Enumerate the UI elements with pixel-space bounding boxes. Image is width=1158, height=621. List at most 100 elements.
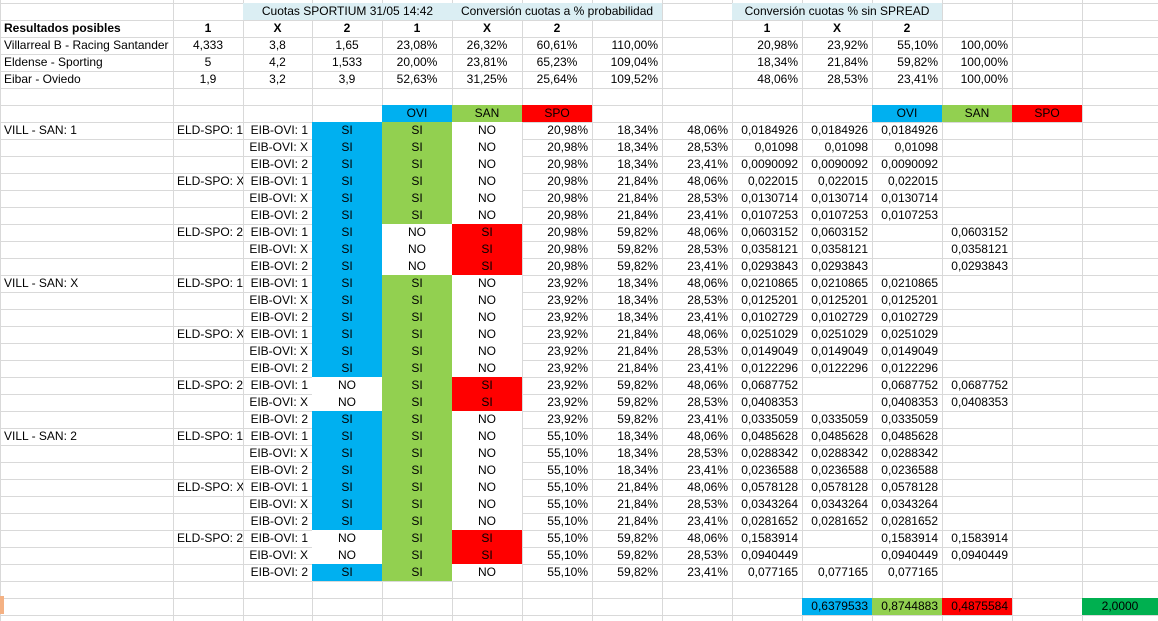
value-san[interactable]: 0,0288342 [881, 446, 938, 460]
odds-1[interactable]: 4,333 [192, 38, 224, 52]
value-ovi[interactable]: 0,0578128 [811, 480, 868, 494]
spread-sum[interactable]: 100,00% [960, 55, 1008, 69]
prob-eld-spo[interactable]: 18,34% [617, 446, 658, 460]
prob-eib-ovi[interactable]: 28,53% [687, 548, 728, 562]
flag-ovi[interactable]: SI [312, 156, 382, 173]
prob-eld-spo[interactable]: 21,84% [617, 497, 658, 511]
prob-eld-spo[interactable]: 21,84% [617, 174, 658, 188]
result-eld-spo[interactable]: ELD-SPO: 2 [177, 378, 243, 392]
prob-eld-spo[interactable]: 21,84% [617, 480, 658, 494]
flag-ovi[interactable]: SI [312, 360, 382, 377]
value-spo[interactable] [942, 360, 1012, 377]
prob-eld-spo[interactable]: 21,84% [617, 361, 658, 375]
value-ovi[interactable]: 0,0125201 [811, 293, 868, 307]
flag-spo[interactable]: NO [452, 275, 522, 292]
prob-eib-ovi[interactable]: 23,41% [687, 514, 728, 528]
flag-san[interactable]: SI [382, 530, 452, 547]
result-vill-san[interactable] [0, 547, 173, 564]
prob-vill-san[interactable]: 23,92% [547, 361, 588, 375]
odds-x[interactable]: 3,8 [269, 38, 286, 52]
prob-eib-ovi[interactable]: 28,53% [687, 140, 728, 154]
result-eib-ovi[interactable]: EIB-OVI: 2 [250, 157, 308, 171]
value-spo[interactable] [942, 462, 1012, 479]
value-ovi[interactable]: 0,0184926 [811, 123, 868, 137]
value-spo[interactable] [942, 496, 1012, 513]
odds-1[interactable]: 5 [204, 55, 212, 69]
prob-eld-spo[interactable]: 18,34% [617, 310, 658, 324]
value-ovi[interactable]: 0,022015 [817, 174, 868, 188]
combined-prob[interactable]: 0,0343264 [741, 497, 798, 511]
prob-x[interactable]: 31,25% [466, 72, 508, 86]
result-eld-spo[interactable] [173, 207, 243, 224]
flag-san[interactable]: SI [382, 496, 452, 513]
flag-san[interactable]: SI [382, 343, 452, 360]
value-ovi[interactable] [802, 394, 872, 411]
result-vill-san[interactable] [0, 326, 173, 343]
flag-san[interactable]: SI [382, 445, 452, 462]
value-spo[interactable] [942, 207, 1012, 224]
result-eld-spo[interactable] [173, 139, 243, 156]
prob-x[interactable]: 23,81% [466, 55, 508, 69]
prob-eld-spo[interactable]: 59,82% [617, 395, 658, 409]
flag-spo[interactable]: SI [452, 394, 522, 411]
column-header[interactable]: 2 [343, 21, 351, 35]
result-eld-spo[interactable]: ELD-SPO: 1 [177, 123, 243, 137]
prob-vill-san[interactable]: 23,92% [547, 293, 588, 307]
combined-prob[interactable]: 0,0251029 [741, 327, 798, 341]
flag-spo[interactable]: NO [452, 496, 522, 513]
prob-eld-spo[interactable]: 18,34% [617, 123, 658, 137]
prob-eib-ovi[interactable]: 48,06% [687, 480, 728, 494]
prob-eib-ovi[interactable]: 23,41% [687, 361, 728, 375]
value-ovi[interactable]: 0,0122296 [811, 361, 868, 375]
column-header[interactable]: X [832, 21, 841, 35]
prob-1[interactable]: 52,63% [396, 72, 438, 86]
flag-spo[interactable]: NO [452, 564, 522, 581]
value-ovi[interactable]: 0,0236588 [811, 463, 868, 477]
prob-eib-ovi[interactable]: 23,41% [687, 208, 728, 222]
result-eld-spo[interactable] [173, 445, 243, 462]
column-header[interactable]: 1 [763, 21, 771, 35]
value-ovi[interactable] [802, 377, 872, 394]
flag-ovi[interactable]: SI [312, 275, 382, 292]
combined-prob[interactable]: 0,022015 [747, 174, 798, 188]
result-eib-ovi[interactable]: EIB-OVI: X [249, 395, 308, 409]
combined-prob[interactable]: 0,0210865 [741, 276, 798, 290]
value-san[interactable]: 0,0184926 [881, 123, 938, 137]
value-ovi[interactable]: 0,0358121 [811, 242, 868, 256]
result-eib-ovi[interactable]: EIB-OVI: 2 [250, 514, 308, 528]
flag-spo[interactable]: NO [452, 122, 522, 139]
prob-eib-ovi[interactable]: 23,41% [687, 157, 728, 171]
prob-eib-ovi[interactable]: 23,41% [687, 259, 728, 273]
result-eib-ovi[interactable]: EIB-OVI: 1 [250, 123, 308, 137]
flag-ovi[interactable]: SI [312, 224, 382, 241]
value-spo[interactable]: 0,0603152 [951, 225, 1008, 239]
prob-vill-san[interactable]: 23,92% [547, 378, 588, 392]
combined-prob[interactable]: 0,0603152 [741, 225, 798, 239]
result-vill-san[interactable] [0, 564, 173, 581]
value-spo[interactable] [942, 445, 1012, 462]
value-ovi[interactable]: 0,0281652 [811, 514, 868, 528]
prob-eld-spo[interactable]: 21,84% [617, 514, 658, 528]
prob-eib-ovi[interactable]: 48,06% [687, 429, 728, 443]
result-vill-san[interactable] [0, 139, 173, 156]
flag-san[interactable]: SI [382, 156, 452, 173]
flag-spo[interactable]: NO [452, 309, 522, 326]
value-ovi[interactable]: 0,01098 [824, 140, 868, 154]
result-vill-san[interactable] [0, 513, 173, 530]
result-vill-san[interactable] [0, 224, 173, 241]
value-ovi[interactable]: 0,0288342 [811, 446, 868, 460]
value-san[interactable]: 0,0107253 [881, 208, 938, 222]
team-header-spo[interactable]: SPO [1012, 105, 1082, 122]
result-eld-spo[interactable] [173, 547, 243, 564]
total-ovi[interactable]: 0,6379533 [802, 598, 872, 615]
prob-1[interactable]: 20,00% [396, 55, 438, 69]
odds-2[interactable]: 1,65 [335, 38, 359, 52]
prob-eld-spo[interactable]: 21,84% [617, 208, 658, 222]
flag-san[interactable]: SI [382, 360, 452, 377]
combined-prob[interactable]: 0,0184926 [741, 123, 798, 137]
flag-spo[interactable]: NO [452, 326, 522, 343]
spread-x[interactable]: 28,53% [827, 72, 868, 86]
prob-eib-ovi[interactable]: 48,06% [687, 225, 728, 239]
flag-spo[interactable]: NO [452, 190, 522, 207]
match-name[interactable]: Villarreal B - Racing Santander [4, 38, 169, 52]
